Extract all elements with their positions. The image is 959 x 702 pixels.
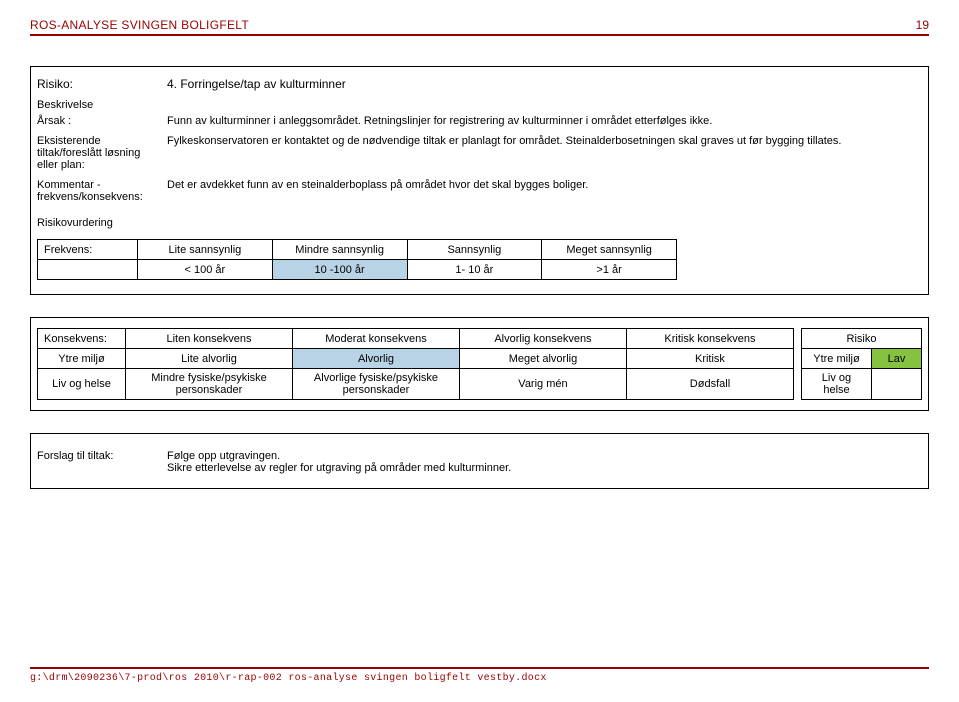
ytre-3: Kritisk (626, 349, 793, 369)
frekvens-v0: < 100 år (138, 260, 273, 280)
forslag-box: Forslag til tiltak: Følge opp utgravinge… (30, 433, 929, 489)
eksisterende-text: Fylkeskonservatoren er kontaktet og de n… (167, 135, 922, 171)
kons-h3: Kritisk konsekvens (626, 329, 793, 349)
doc-title: ROS-ANALYSE SVINGEN BOLIGFELT (30, 18, 249, 32)
kons-h2: Alvorlig konsekvens (459, 329, 626, 349)
ytre-label: Ytre miljø (38, 349, 126, 369)
konsekvens-table: Konsekvens: Liten konsekvens Moderat kon… (37, 328, 922, 400)
liv-3: Dødsfall (626, 369, 793, 400)
risiko-label: Risiko: (37, 77, 167, 91)
liv-label: Liv og helse (38, 369, 126, 400)
liv-risk-label: Liv og helse (801, 369, 871, 400)
konsekvens-box: Konsekvens: Liten konsekvens Moderat kon… (30, 317, 929, 411)
ytre-2: Meget alvorlig (459, 349, 626, 369)
frekvens-h2: Sannsynlig (407, 240, 542, 260)
liv-2: Varig mén (459, 369, 626, 400)
aarsak-text: Funn av kulturminner i anleggsområdet. R… (167, 115, 922, 127)
footer-path: g:\drm\2090236\7-prod\ros 2010\r-rap-002… (30, 667, 929, 684)
kommentar-text: Det er avdekket funn av en steinalderbop… (167, 179, 922, 203)
eksisterende-label: Eksisterende tiltak/foreslått løsning el… (37, 135, 167, 171)
kons-h0: Liten konsekvens (126, 329, 293, 349)
frekvens-h3: Meget sannsynlig (542, 240, 677, 260)
risk-description-box: Risiko: 4. Forringelse/tap av kulturminn… (30, 66, 929, 295)
frekvens-v3: >1 år (542, 260, 677, 280)
frekvens-h0: Lite sannsynlig (138, 240, 273, 260)
frekvens-v1: 10 -100 år (272, 260, 407, 280)
risikovurdering-label: Risikovurdering (37, 217, 922, 229)
frekvens-label: Frekvens: (38, 240, 138, 260)
ytre-0: Lite alvorlig (126, 349, 293, 369)
risiko-header: Risiko (801, 329, 921, 349)
frekvens-v2: 1- 10 år (407, 260, 542, 280)
risk-title: 4. Forringelse/tap av kulturminner (167, 77, 922, 91)
liv-1: Alvorlige fysiske/psykiske personskader (292, 369, 459, 400)
frekvens-h1: Mindre sannsynlig (272, 240, 407, 260)
aarsak-label: Årsak : (37, 115, 167, 127)
kommentar-label: Kommentar - frekvens/konsekvens: (37, 179, 167, 203)
beskrivelse-label: Beskrivelse (37, 99, 167, 111)
ytre-risk-label: Ytre miljø (801, 349, 871, 369)
liv-risk-value (871, 369, 921, 400)
ytre-1: Alvorlig (292, 349, 459, 369)
kons-h1: Moderat konsekvens (292, 329, 459, 349)
page-number: 19 (916, 18, 929, 32)
frekvens-table: Frekvens: Lite sannsynlig Mindre sannsyn… (37, 239, 677, 280)
forslag-line1: Følge opp utgravingen. (167, 450, 922, 462)
forslag-line2: Sikre etterlevelse av regler for utgravi… (167, 462, 922, 474)
liv-0: Mindre fysiske/psykiske personskader (126, 369, 293, 400)
page-header: ROS-ANALYSE SVINGEN BOLIGFELT 19 (30, 18, 929, 36)
konsekvens-label: Konsekvens: (38, 329, 126, 349)
ytre-risk-value: Lav (871, 349, 921, 369)
forslag-label: Forslag til tiltak: (37, 450, 167, 474)
